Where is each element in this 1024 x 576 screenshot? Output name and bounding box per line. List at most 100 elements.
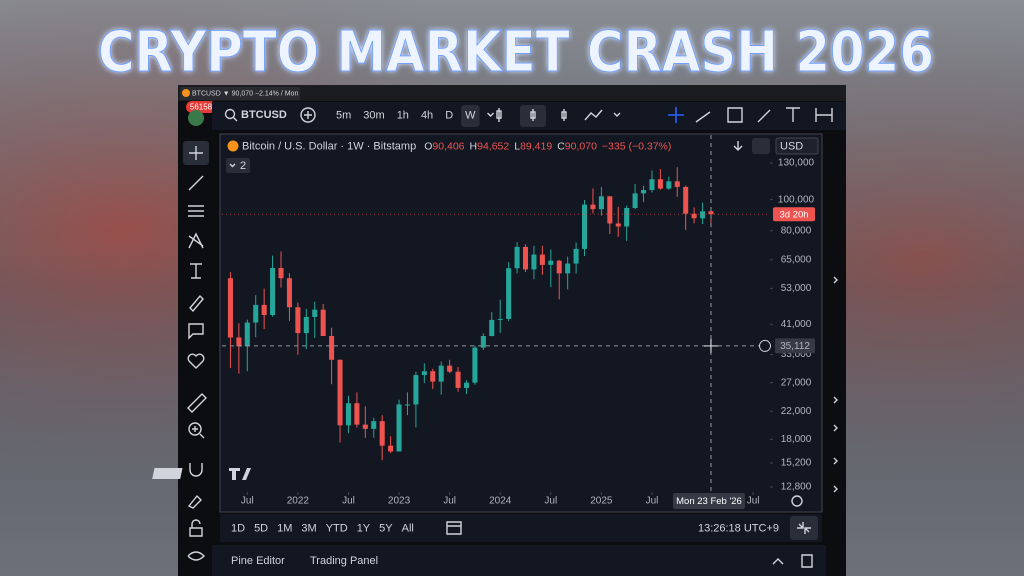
y-tick-label: 53,000 xyxy=(781,283,812,294)
candle-body xyxy=(244,322,250,347)
add-symbol[interactable] xyxy=(300,107,316,123)
drawing-tools[interactable] xyxy=(695,107,833,123)
candle-body xyxy=(404,404,411,406)
bottom-tab[interactable]: Trading Panel xyxy=(310,555,378,567)
tool-brush[interactable] xyxy=(189,294,204,313)
candle-body xyxy=(286,278,292,308)
avatar[interactable] xyxy=(188,110,204,126)
interval-button[interactable]: 4h xyxy=(421,109,433,121)
symbol-logo xyxy=(227,140,239,152)
candle-body xyxy=(345,403,351,426)
candle-body xyxy=(320,309,326,336)
interval-button[interactable]: W xyxy=(465,109,476,121)
countdown: 3d 20h xyxy=(779,209,808,220)
tool-favorite[interactable] xyxy=(187,353,205,369)
crosshair-date: Mon 23 Feb '26 xyxy=(676,496,742,507)
symbol[interactable]: BTCUSD xyxy=(241,109,287,121)
y-tick-label: 15,200 xyxy=(781,458,812,469)
crosshair-tool[interactable] xyxy=(668,107,684,123)
panel-arrows[interactable] xyxy=(833,276,838,493)
tool-fib[interactable] xyxy=(188,205,204,217)
chart-overlay: 130,000 100,000 80,000 65,000 53,000 41,000 33… xyxy=(222,135,815,509)
ohlc-value: 94,652 xyxy=(477,140,509,152)
candle-body xyxy=(649,179,655,191)
candle-body xyxy=(607,196,613,224)
browser-tab[interactable] xyxy=(180,87,300,100)
bottom-tab[interactable]: Pine Editor xyxy=(231,555,285,567)
interval-button[interactable]: 5m xyxy=(336,109,351,121)
candle-body xyxy=(430,371,436,382)
y-tick-label: 18,000 xyxy=(781,434,812,445)
candle-body xyxy=(539,254,545,265)
candle-body xyxy=(413,375,419,405)
range-button[interactable]: 5D xyxy=(254,522,268,534)
fullscreen-icon xyxy=(797,522,811,534)
indicator-toggle[interactable] xyxy=(226,158,250,173)
x-tick-label: Jul xyxy=(443,496,456,507)
y-tick-label: 27,000 xyxy=(781,377,812,388)
tool-note[interactable] xyxy=(188,323,204,340)
fullscreen-button[interactable] xyxy=(790,516,818,540)
tool-lock[interactable] xyxy=(189,519,203,537)
y-tick-label: 65,000 xyxy=(781,254,812,265)
range-button[interactable]: YTD xyxy=(326,522,348,534)
tool-magnet[interactable] xyxy=(189,463,203,477)
scroll-button[interactable] xyxy=(733,141,743,151)
range-button[interactable]: 3M xyxy=(301,522,316,534)
candle-body xyxy=(683,186,689,214)
add-alert[interactable] xyxy=(759,339,771,352)
candle-body xyxy=(463,382,470,388)
tool-crosshair[interactable] xyxy=(189,146,203,160)
candle-body xyxy=(514,246,520,269)
tool-pattern[interactable] xyxy=(188,232,204,249)
tool-ruler[interactable] xyxy=(187,393,207,413)
sync-button[interactable] xyxy=(752,138,770,154)
bottom-panel xyxy=(212,545,826,576)
panel-controls[interactable] xyxy=(772,554,813,568)
candle-body xyxy=(379,421,385,446)
interval-button[interactable]: 30m xyxy=(363,109,384,121)
tool-lock-drawing[interactable] xyxy=(187,494,202,509)
left-toolbar xyxy=(178,130,212,576)
candle-body xyxy=(691,213,697,219)
indicator-toggle-icon xyxy=(229,163,236,168)
chart-panel xyxy=(219,133,823,513)
range-button[interactable]: 1M xyxy=(277,522,292,534)
range-button[interactable]: All xyxy=(402,522,414,534)
range-button[interactable]: 5Y xyxy=(379,522,393,534)
dropdown-icon[interactable] xyxy=(613,112,621,117)
ohlc-key: C xyxy=(557,140,565,152)
badge-count: 56158 xyxy=(190,103,213,112)
indicator-icon[interactable] xyxy=(584,109,603,121)
candle-body xyxy=(261,304,267,316)
tool-zoom[interactable] xyxy=(188,422,202,436)
tool-text[interactable] xyxy=(190,263,202,279)
interval-button[interactable]: 1h xyxy=(397,109,409,121)
range-bar xyxy=(220,514,822,542)
interval-active[interactable] xyxy=(461,105,480,127)
range-button[interactable]: 1Y xyxy=(357,522,371,534)
countdown-tag xyxy=(773,207,815,222)
x-tick-label: 2024 xyxy=(489,496,512,507)
x-tick-label: Jul xyxy=(747,496,760,507)
tool-visibility[interactable] xyxy=(187,551,205,561)
y-tick-label: 80,000 xyxy=(781,225,812,236)
y-tick-label: 22,000 xyxy=(781,406,812,417)
currency-selector[interactable] xyxy=(775,137,819,155)
interval-button[interactable]: D xyxy=(445,109,453,121)
x-tick-label: 2025 xyxy=(590,496,613,507)
search-icon[interactable] xyxy=(224,108,236,120)
y-tick-label: 130,000 xyxy=(778,158,815,169)
candle-body xyxy=(615,223,621,227)
candle-body xyxy=(565,263,571,274)
candle-body xyxy=(312,309,318,317)
range-button[interactable]: 1D xyxy=(231,522,245,534)
goto-date[interactable] xyxy=(446,521,462,535)
interval-dropdown[interactable] xyxy=(487,112,495,117)
candle-body xyxy=(354,403,360,425)
axis-settings[interactable] xyxy=(791,495,803,507)
headline: CRYPTO MARKET CRASH 2026 xyxy=(98,20,934,85)
candle-body xyxy=(489,319,495,336)
tool-trendline[interactable] xyxy=(188,175,204,191)
ohlc-change: −335 (−0.37%) xyxy=(602,140,671,152)
